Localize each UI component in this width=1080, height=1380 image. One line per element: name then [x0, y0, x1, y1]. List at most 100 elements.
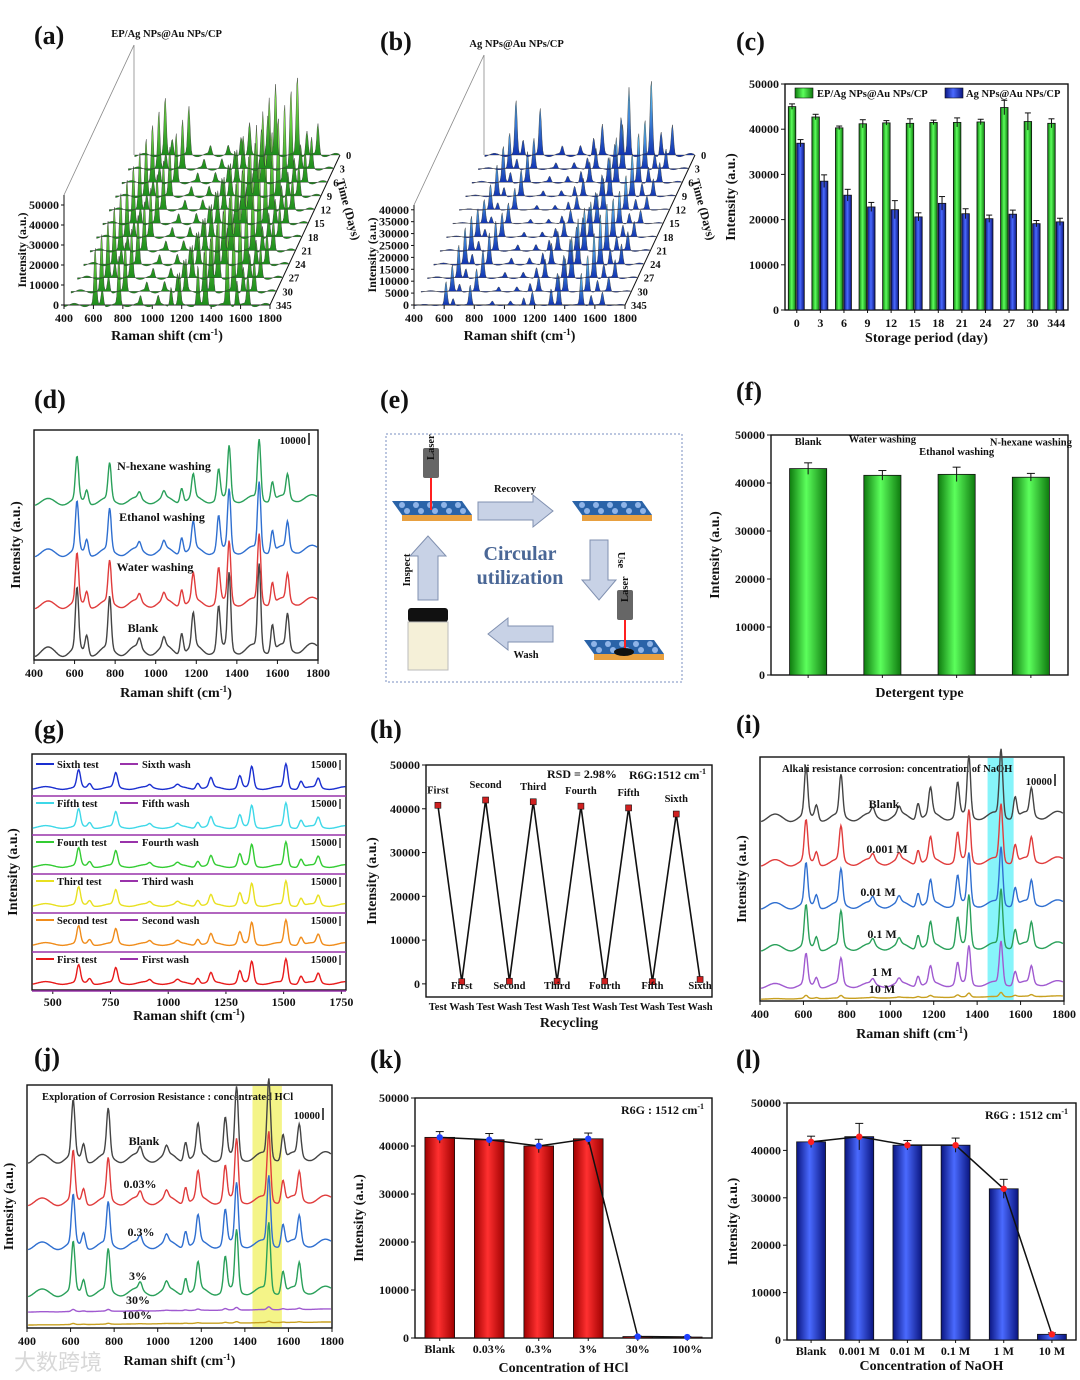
- y-tick-label: 20000: [749, 213, 779, 227]
- data-point: [486, 1136, 493, 1143]
- z-tick-label: 21: [656, 246, 667, 257]
- x-tick-label: 100%: [672, 1342, 702, 1356]
- x-tick-label: 1750: [329, 995, 353, 1009]
- peak-label: R6G : 1512 cm-1: [985, 1107, 1068, 1122]
- z-axis-label: Time (Days): [333, 177, 363, 241]
- chart-k: 0 10000 20000 30000 40000 50000 Concentration …: [352, 1091, 713, 1376]
- plot-frame-l: [786, 1102, 1077, 1341]
- z-tick-label: 0: [701, 151, 706, 162]
- spectrum-slice: [128, 91, 334, 171]
- y-axis-label: Intensity (a.u.): [724, 153, 739, 241]
- bar: [929, 122, 938, 311]
- bar: [961, 213, 970, 311]
- spectrum-slice: [414, 273, 625, 306]
- step-label: Inspect: [402, 553, 413, 586]
- x-tick-label: Wash: [545, 1002, 570, 1013]
- series-line: [760, 748, 1064, 823]
- series-line: [34, 533, 318, 610]
- x-tick-label: 12: [885, 316, 897, 330]
- legend-wash-label: Fifth wash: [142, 799, 190, 810]
- chart-title: Alkali resistance corrosion: concentrati…: [782, 764, 1012, 775]
- series-line: [760, 888, 1064, 952]
- y-tick-label: 40000: [751, 1143, 781, 1157]
- x-tick-label: 18: [932, 316, 944, 330]
- plate-dot: [579, 502, 585, 508]
- bar: [867, 206, 876, 311]
- scale-bar-label: 15000: [311, 838, 337, 849]
- data-point: [807, 1138, 815, 1146]
- y-tick-label: 40000: [390, 802, 420, 816]
- chart-i: 400 600 800 1000 1200 1400 1600 1800 Raman shift…: [735, 748, 1076, 1042]
- x-tick-label: Wash: [449, 1002, 474, 1013]
- y-tick-label: 40000: [735, 476, 765, 490]
- x-axis-label: Raman shift (cm-1): [464, 327, 576, 344]
- chart-j: 400 600 800 1000 1200 1400 1600 1800 Raman shift…: [2, 1078, 344, 1369]
- panel-letter-i: (i): [736, 710, 761, 739]
- plot-frame-c: [784, 83, 1069, 311]
- x-tick-label: 1000: [878, 1007, 902, 1021]
- spectrum-slice: [440, 204, 650, 252]
- x-tick-label: Test: [667, 1002, 686, 1013]
- plate-dot: [455, 502, 461, 508]
- peak-label: R6G:1512 cm-1: [629, 767, 706, 782]
- legend-swatch-green: [794, 87, 814, 99]
- spectrum-slice: [452, 191, 663, 225]
- x-tick-label: Wash: [592, 1002, 617, 1013]
- series-label: 30%: [126, 1293, 150, 1307]
- plate-dot: [404, 508, 410, 514]
- bar: [819, 180, 829, 311]
- z-tick-label: 3: [695, 165, 700, 176]
- bar: [890, 209, 900, 311]
- x-tick-label: 1600: [265, 666, 289, 680]
- z-tick-label: 30: [282, 287, 293, 298]
- y-tick-label: 20000: [29, 258, 59, 272]
- plate-dot: [640, 508, 646, 514]
- data-point: [506, 977, 513, 985]
- plate-dot: [635, 502, 641, 508]
- x-tick-label: 600: [794, 1007, 812, 1021]
- x-tick-label: 400: [18, 1334, 36, 1348]
- spectrum-slice: [433, 214, 644, 266]
- y-tick-label: 0: [773, 303, 779, 317]
- arrow-inspect: [408, 535, 448, 601]
- plot-frame-f: [770, 434, 1069, 676]
- x-tick-label: 400: [405, 311, 423, 325]
- vial-body: [407, 621, 449, 671]
- scale-bar-label: 15000: [311, 877, 337, 888]
- step-label: Recovery: [494, 484, 537, 495]
- series-line: [28, 1306, 331, 1313]
- x-tick-label: 0.3%: [525, 1342, 552, 1356]
- y-axis-label: Intensity (a.u.): [2, 1162, 17, 1250]
- bar: [940, 1144, 971, 1341]
- series-label: 1 M: [872, 965, 892, 979]
- plate-dot: [432, 508, 438, 514]
- bar: [985, 218, 994, 311]
- legend-test-label: Sixth test: [57, 760, 99, 771]
- x-tick-label: 750: [102, 995, 120, 1009]
- x-tick-label: 1000: [144, 666, 168, 680]
- spectrum-slice: [134, 77, 340, 158]
- y-tick-label: 25000: [379, 238, 409, 252]
- panel-letter-c: (c): [736, 27, 765, 56]
- data-point: [649, 978, 656, 985]
- chart-g: 500 750 1000 1250 1500 1750 Raman shift (cm-1)…: [6, 753, 353, 1024]
- x-tick-label: 1200: [922, 1007, 946, 1021]
- x-axis-label: Recycling: [540, 1016, 598, 1031]
- data-point: [585, 1135, 592, 1143]
- plate-dot: [626, 508, 632, 514]
- test-label: Fifth: [617, 788, 639, 799]
- series-line: [34, 481, 318, 558]
- x-tick-label: Blank: [424, 1342, 455, 1356]
- wash-label: Sixth: [688, 981, 712, 992]
- test-line: [32, 800, 346, 830]
- bar: [796, 142, 805, 311]
- x-tick-label: 1250: [214, 995, 238, 1009]
- data-point: [634, 1333, 641, 1340]
- y-axis-label: Intensity (a.u.): [15, 212, 29, 287]
- data-point: [577, 802, 585, 810]
- z-tick-label: 6: [688, 178, 693, 189]
- bar: [863, 474, 902, 676]
- x-tick-label: 1000: [140, 311, 164, 325]
- plate-dot: [612, 508, 618, 514]
- x-tick-label: 600: [84, 311, 102, 325]
